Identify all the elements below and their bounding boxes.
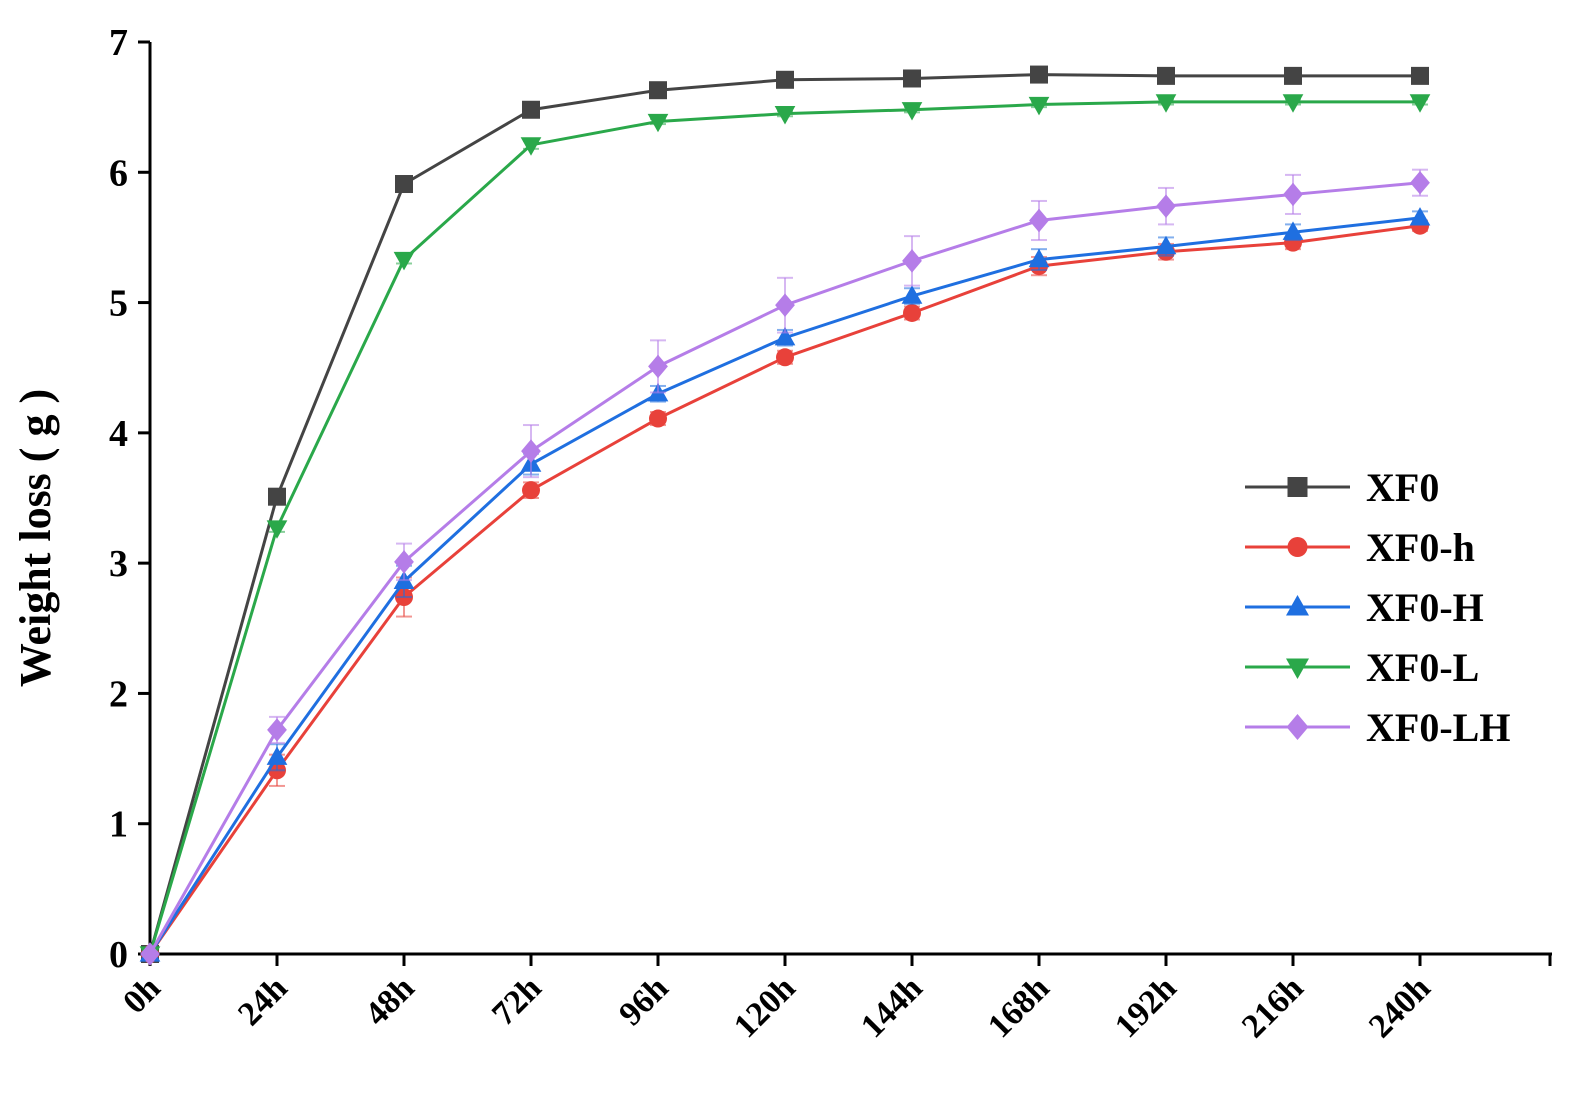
y-tick-label: 4 [109,413,128,455]
x-tick-label: 0h [116,969,168,1021]
data-point [1282,94,1304,113]
x-tick-label: 72h [485,969,549,1033]
data-point [1409,207,1431,226]
data-point [1284,66,1302,85]
data-point [648,354,668,379]
data-point [902,249,922,273]
data-point [1410,171,1430,195]
data-point [522,100,540,119]
data-point [1155,94,1177,113]
legend-label: XF0-L [1366,645,1479,690]
y-tick-label: 1 [109,804,128,846]
data-point [522,481,540,500]
data-point [774,106,796,125]
y-tick-label: 0 [109,934,128,976]
data-point [1028,96,1050,116]
data-point [649,409,667,428]
data-point [1283,182,1303,207]
data-point [1156,194,1176,218]
y-ticks: 0 1 2 3 4 5 6 7 [109,22,150,976]
data-point [266,746,288,765]
data-point [776,70,794,89]
legend-item-xf0-h: XF0-h [1245,525,1475,570]
y-axis-title: Weight loss ( g ) [11,389,60,687]
legend: XF0 XF0-h XF0-H XF0-L XF0-LH [1245,465,1510,750]
data-point [1155,235,1177,255]
x-tick-label: 216h [1235,969,1311,1045]
data-point [268,487,286,506]
x-tick-label: 24h [231,969,295,1033]
legend-item-xf0-h: XF0-H [1245,585,1484,630]
data-point [393,251,415,271]
legend-marker [1286,714,1309,740]
x-tick-label: 240h [1362,969,1438,1045]
x-tick-label: 96h [612,969,676,1033]
y-tick-label: 5 [109,283,128,325]
legend-marker [1286,658,1309,679]
x-tick-label: 168h [981,969,1057,1045]
y-tick-label: 3 [109,543,128,585]
series-line [148,73,1420,955]
data-point [520,137,542,156]
x-tick-label: 192h [1108,969,1184,1045]
data-point [649,81,667,100]
x-ticks: 0h 24h 48h 72h 96h 120h 144h 168h 192h 216h 240h [116,954,1552,1045]
data-point [647,113,669,133]
data-point [1411,66,1429,85]
data-point [395,175,413,194]
data-point [1029,208,1049,233]
legend-item-xf0-lh: XF0-LH [1245,705,1510,750]
legend-marker [1287,537,1308,557]
legend-label: XF0-h [1366,525,1475,570]
legend-marker [1286,595,1309,616]
data-point [1282,221,1304,240]
y-tick-label: 2 [109,673,128,715]
data-point [1157,66,1175,85]
data-point [1028,248,1050,268]
legend-item-xf0-l: XF0-L [1245,645,1479,690]
data-point [901,285,923,304]
series-line [148,100,1420,955]
x-tick-label: 120h [727,969,803,1045]
data-point [394,550,414,574]
data-point [903,303,921,322]
data-point [521,439,541,463]
legend-label: XF0-LH [1366,705,1510,750]
x-tick-label: 48h [358,969,422,1033]
data-point [776,348,794,367]
legend-item-xf0: XF0 [1245,465,1439,510]
y-tick-label: 7 [109,22,128,64]
data-point [266,520,288,539]
x-tick-label: 144h [854,969,930,1045]
data-point [1030,65,1048,84]
series [139,65,1431,966]
legend-marker [1287,477,1308,497]
data-point [1409,94,1431,113]
legend-label: XF0-H [1366,585,1484,630]
data-point [903,69,921,88]
axes [148,42,1552,956]
series-xf0-l [139,94,1431,965]
data-point [140,942,160,966]
series-xf0-lh [140,168,1430,966]
legend-label: XF0 [1366,465,1439,510]
data-point [775,293,795,317]
data-point [774,326,796,346]
y-tick-label: 6 [109,152,128,194]
data-point [267,718,287,742]
series-xf0 [141,65,1429,963]
data-point [901,102,923,121]
